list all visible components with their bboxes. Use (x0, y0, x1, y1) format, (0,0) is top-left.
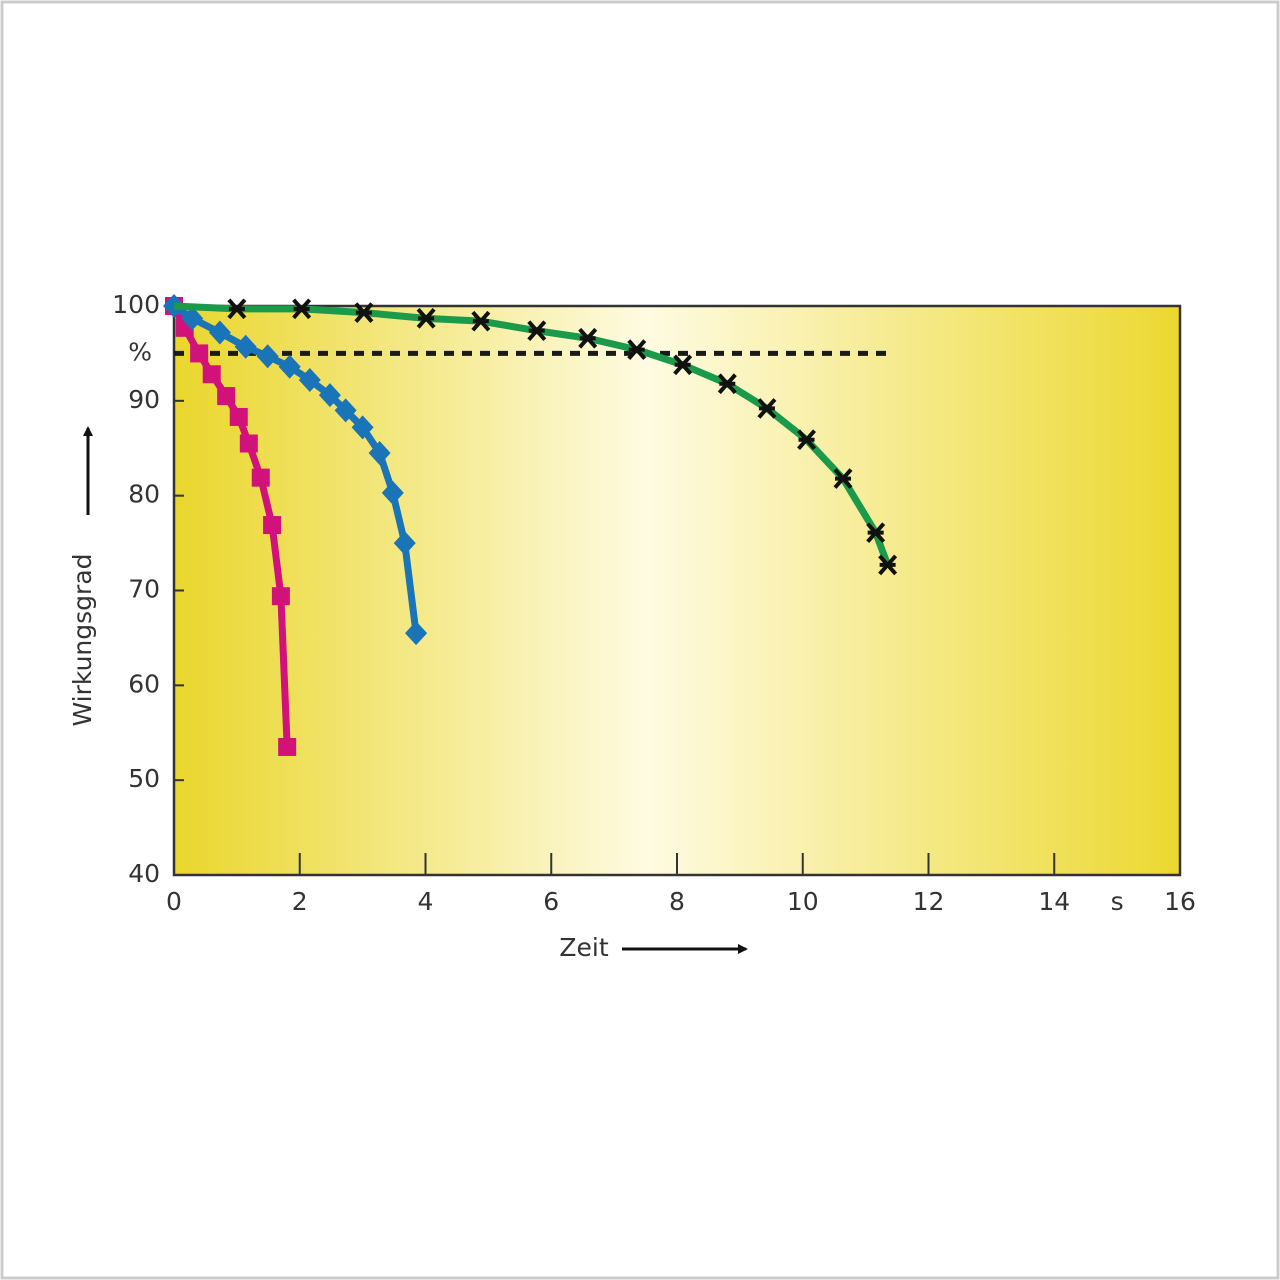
marker (717, 373, 737, 395)
x-tick-label: 8 (669, 887, 685, 916)
marker (627, 339, 647, 360)
marker (190, 344, 209, 363)
marker (298, 367, 321, 392)
marker (673, 354, 693, 376)
marker (368, 440, 391, 465)
marker (797, 429, 817, 451)
y-tick-label: 100 (112, 290, 160, 319)
marker (208, 320, 231, 345)
marker (251, 468, 270, 487)
y-tick-label: 70 (128, 575, 160, 604)
marker (354, 302, 374, 323)
marker (181, 306, 204, 331)
marker (578, 327, 598, 349)
marker (271, 587, 290, 606)
x-tick-label: 2 (292, 887, 308, 916)
marker (318, 383, 341, 408)
x-axis-label: Zeit (559, 933, 608, 962)
marker (263, 516, 282, 535)
marker (405, 621, 428, 646)
x-tick-label: 16 (1164, 887, 1196, 916)
marker (351, 415, 374, 440)
marker (334, 398, 357, 423)
marker (292, 298, 312, 320)
marker (229, 407, 248, 426)
marker (878, 554, 898, 576)
y-tick-label: 90 (128, 385, 160, 414)
marker (202, 365, 221, 384)
marker (217, 387, 236, 406)
marker (393, 531, 416, 556)
marker (278, 737, 297, 756)
plot-area (172, 304, 1182, 877)
y-unit: % (128, 337, 152, 366)
marker (416, 307, 436, 329)
marker (527, 320, 547, 341)
marker (471, 310, 491, 332)
marker (239, 434, 258, 453)
marker (256, 344, 279, 369)
marker (757, 398, 777, 419)
marker (866, 522, 886, 543)
y-tick-label: 80 (128, 480, 160, 509)
x-tick-label: 14 (1038, 887, 1070, 916)
y-tick-label: 40 (128, 859, 160, 888)
x-tick-label: 10 (787, 887, 819, 916)
x-tick-label: 12 (913, 887, 945, 916)
x-tick-label: 4 (418, 887, 434, 916)
y-axis-label: Wirkungsgrad (68, 553, 97, 726)
marker (278, 354, 301, 379)
x-tick-label: 0 (166, 887, 182, 916)
y-tick-label: 50 (128, 764, 160, 793)
series-line (173, 302, 891, 567)
y-tick-label: 60 (128, 669, 160, 698)
marker (227, 298, 247, 320)
marker (381, 480, 404, 505)
x-unit: s (1111, 887, 1124, 916)
x-tick-label: 6 (543, 887, 559, 916)
marker (833, 468, 853, 489)
marker (234, 334, 257, 359)
